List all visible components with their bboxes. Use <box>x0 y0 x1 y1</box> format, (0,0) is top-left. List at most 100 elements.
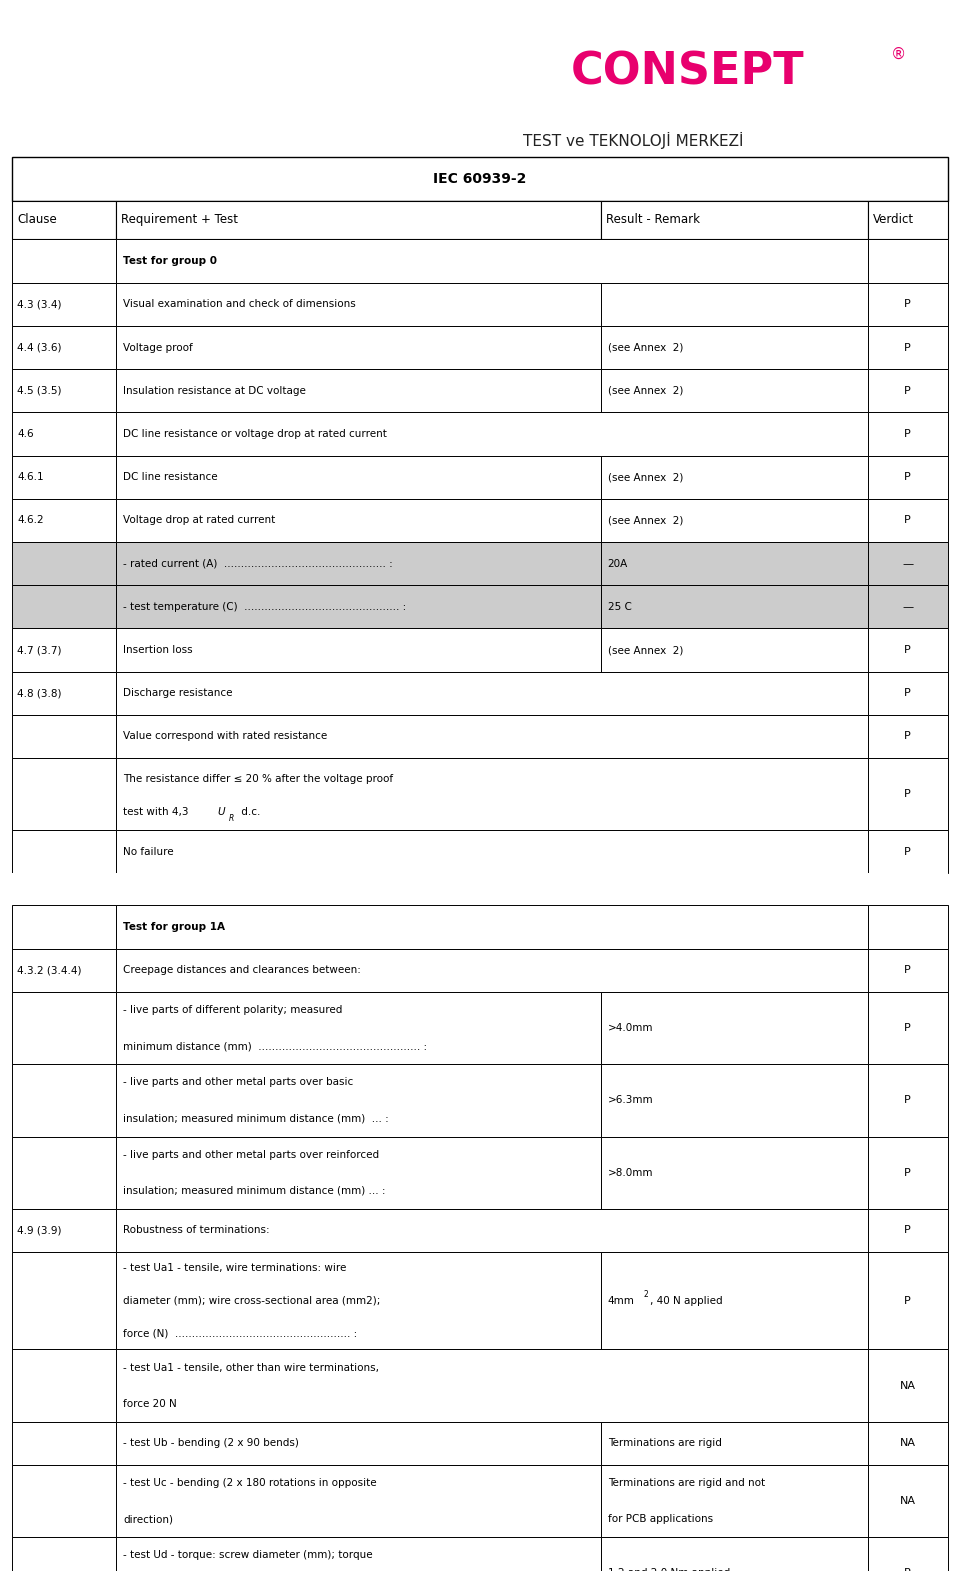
Bar <box>116 201 601 239</box>
Bar <box>868 715 948 757</box>
Bar <box>601 1422 868 1464</box>
Bar <box>12 500 116 542</box>
Text: Test for group 0: Test for group 0 <box>123 256 217 265</box>
Text: Test for group 1A: Test for group 1A <box>123 922 225 932</box>
Bar <box>12 1349 116 1422</box>
Bar <box>116 542 601 584</box>
Bar <box>601 1464 868 1536</box>
Bar <box>12 201 116 239</box>
Bar <box>12 1208 116 1252</box>
Bar <box>601 584 868 628</box>
Text: (see Annex  2): (see Annex 2) <box>608 515 684 525</box>
Text: IEC 60939-2: IEC 60939-2 <box>433 173 527 185</box>
Bar <box>12 715 116 757</box>
Bar <box>12 873 948 905</box>
Text: - test Ua1 - tensile, wire terminations: wire: - test Ua1 - tensile, wire terminations:… <box>123 1263 347 1274</box>
Text: NA: NA <box>900 1439 916 1448</box>
Text: 4.8 (3.8): 4.8 (3.8) <box>17 688 61 698</box>
Text: P: P <box>904 300 911 309</box>
Text: 25 C: 25 C <box>608 602 632 611</box>
Text: Visual examination and check of dimensions: Visual examination and check of dimensio… <box>123 300 355 309</box>
Text: , 40 N applied: , 40 N applied <box>650 1296 723 1306</box>
Bar <box>116 991 601 1064</box>
Bar <box>12 671 116 715</box>
Bar <box>12 628 116 671</box>
Bar <box>116 1208 868 1252</box>
Bar <box>12 905 116 949</box>
Bar <box>12 542 116 584</box>
Text: >4.0mm: >4.0mm <box>608 1023 653 1034</box>
Bar <box>868 1349 948 1422</box>
Bar <box>601 628 868 671</box>
Bar <box>12 283 116 327</box>
Text: diameter (mm); wire cross-sectional area (mm2);: diameter (mm); wire cross-sectional area… <box>123 1296 380 1306</box>
Bar <box>116 1136 601 1208</box>
Bar <box>116 283 601 327</box>
Bar <box>116 757 868 829</box>
Text: No failure: No failure <box>123 847 174 856</box>
Bar <box>116 949 868 991</box>
Bar <box>116 1464 601 1536</box>
Bar <box>12 1136 116 1208</box>
Text: - live parts and other metal parts over reinforced: - live parts and other metal parts over … <box>123 1150 379 1159</box>
Text: 2: 2 <box>643 1290 648 1299</box>
Text: Voltage proof: Voltage proof <box>123 342 193 352</box>
Bar <box>868 991 948 1064</box>
Text: P: P <box>904 515 911 525</box>
Text: - test Ud - torque: screw diameter (mm); torque: - test Ud - torque: screw diameter (mm);… <box>123 1551 372 1560</box>
Bar <box>12 1536 116 1571</box>
Bar <box>868 949 948 991</box>
Text: P: P <box>904 732 911 742</box>
Bar <box>116 327 601 369</box>
Text: (see Annex  2): (see Annex 2) <box>608 473 684 482</box>
Bar <box>12 584 116 628</box>
Text: force 20 N: force 20 N <box>123 1398 177 1409</box>
Text: 4.7 (3.7): 4.7 (3.7) <box>17 646 61 655</box>
Text: Value correspond with rated resistance: Value correspond with rated resistance <box>123 732 327 742</box>
Bar <box>116 456 601 498</box>
Bar <box>116 829 868 873</box>
Bar <box>868 1252 948 1349</box>
Bar <box>868 829 948 873</box>
Text: P: P <box>904 1568 911 1571</box>
Bar <box>12 1422 116 1464</box>
Text: P: P <box>904 386 911 396</box>
Text: 4mm: 4mm <box>608 1296 635 1306</box>
Bar <box>601 542 868 584</box>
Text: insulation; measured minimum distance (mm)  ... :: insulation; measured minimum distance (m… <box>123 1114 389 1123</box>
Bar <box>116 500 601 542</box>
Bar <box>868 201 948 239</box>
Bar <box>868 413 948 456</box>
Bar <box>868 542 948 584</box>
Bar <box>12 757 116 829</box>
Bar <box>868 1422 948 1464</box>
Text: 4.4 (3.6): 4.4 (3.6) <box>17 342 61 352</box>
Text: DC line resistance: DC line resistance <box>123 473 218 482</box>
Bar <box>868 628 948 671</box>
Text: P: P <box>904 847 911 856</box>
Bar <box>116 1422 601 1464</box>
Text: Terminations are rigid and not: Terminations are rigid and not <box>608 1478 765 1488</box>
Text: P: P <box>904 1167 911 1178</box>
Text: R: R <box>228 814 233 823</box>
Text: 4.3.2 (3.4.4): 4.3.2 (3.4.4) <box>17 966 82 976</box>
Text: P: P <box>904 789 911 800</box>
Text: ®: ® <box>891 47 906 63</box>
Bar <box>868 1208 948 1252</box>
Bar <box>601 201 868 239</box>
Text: insulation; measured minimum distance (mm) ... :: insulation; measured minimum distance (m… <box>123 1186 385 1196</box>
Text: 20A: 20A <box>608 559 628 569</box>
Text: - test Ua1 - tensile, other than wire terminations,: - test Ua1 - tensile, other than wire te… <box>123 1362 379 1373</box>
Text: - test Uc - bending (2 x 180 rotations in opposite: - test Uc - bending (2 x 180 rotations i… <box>123 1478 376 1488</box>
Text: >8.0mm: >8.0mm <box>608 1167 653 1178</box>
Text: P: P <box>904 429 911 438</box>
Bar <box>868 283 948 327</box>
Bar <box>601 500 868 542</box>
Bar <box>868 500 948 542</box>
Bar <box>601 1136 868 1208</box>
Bar <box>12 239 116 283</box>
Bar <box>116 413 868 456</box>
Text: - test Ub - bending (2 x 90 bends): - test Ub - bending (2 x 90 bends) <box>123 1439 299 1448</box>
Bar <box>868 369 948 412</box>
Text: (see Annex  2): (see Annex 2) <box>608 342 684 352</box>
